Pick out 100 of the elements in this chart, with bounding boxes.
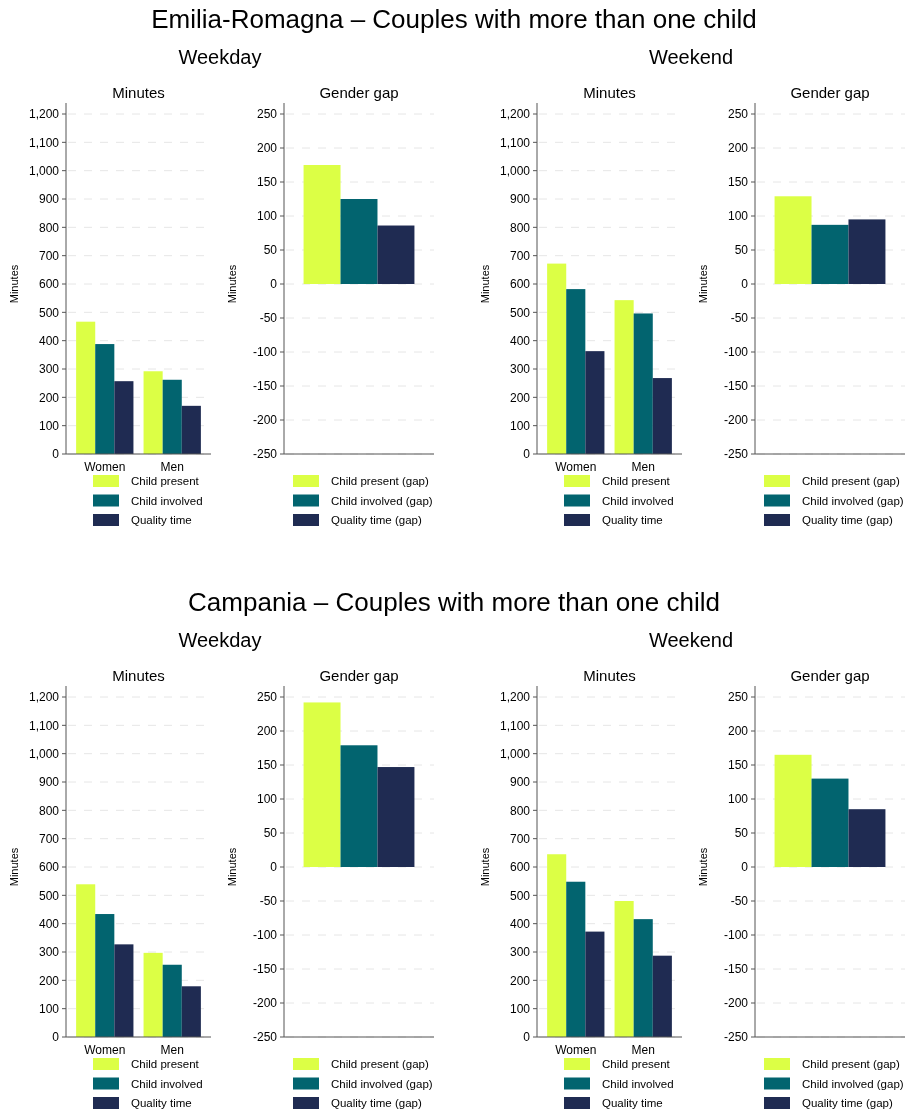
- chart-title: Minutes: [112, 84, 165, 101]
- x-tick-label: Women: [555, 460, 597, 474]
- chart-title: Gender gap: [319, 667, 399, 684]
- y-tick-label: 500: [38, 305, 60, 320]
- y-tick-label: -50: [259, 894, 278, 909]
- legend-label: Child present: [602, 1058, 671, 1071]
- chart-title: Minutes: [583, 667, 636, 684]
- bar: [547, 854, 567, 1037]
- y-tick-label: 50: [734, 826, 749, 841]
- bar: [95, 914, 115, 1037]
- x-tick-label: Men: [160, 460, 184, 474]
- y-tick-label: 0: [741, 277, 749, 292]
- y-tick-label: 0: [270, 277, 278, 292]
- chart-title: Gender gap: [790, 84, 870, 101]
- y-tick-label: 0: [523, 1030, 531, 1045]
- y-tick-label: 50: [263, 826, 278, 841]
- y-tick-label: -200: [723, 996, 749, 1011]
- x-tick-label: Women: [555, 1043, 597, 1057]
- y-tick-label: -250: [252, 447, 278, 462]
- y-tick-label: 600: [509, 860, 531, 875]
- y-axis-title: Minutes: [226, 847, 238, 887]
- y-tick-label: -50: [259, 311, 278, 326]
- y-tick-label: 400: [509, 916, 531, 931]
- legend-label: Quality time (gap): [802, 1097, 893, 1110]
- y-tick-label: 1,000: [28, 746, 60, 761]
- y-axis-title: Minutes: [479, 264, 491, 304]
- x-tick-label: Men: [631, 460, 655, 474]
- y-tick-label: 1,200: [28, 690, 60, 705]
- y-tick-label: 200: [38, 390, 60, 405]
- y-tick-label: 150: [727, 758, 749, 773]
- y-tick-label: -250: [252, 1030, 278, 1045]
- bar: [585, 351, 605, 454]
- y-tick-label: -150: [252, 962, 278, 977]
- bar: [848, 219, 886, 284]
- y-tick-label: 200: [38, 973, 60, 988]
- legend-label: Child involved: [131, 1077, 203, 1090]
- y-tick-label: 250: [256, 107, 278, 122]
- chart-title: Gender gap: [319, 84, 399, 101]
- text: Weekday: [178, 46, 262, 68]
- bar: [114, 944, 134, 1037]
- legend-label: Child present: [602, 475, 671, 488]
- y-tick-label: 0: [52, 447, 60, 462]
- y-tick-label: 0: [523, 447, 531, 462]
- y-tick-label: -200: [252, 996, 278, 1011]
- y-tick-label: 700: [38, 831, 60, 846]
- bar: [652, 955, 672, 1037]
- bar: [303, 702, 341, 867]
- y-tick-label: 200: [509, 973, 531, 988]
- y-tick-label: 100: [509, 1001, 531, 1016]
- y-tick-label: 1,000: [499, 163, 531, 178]
- legend-label: Quality time (gap): [331, 1097, 422, 1110]
- y-tick-label: 800: [509, 220, 531, 235]
- y-tick-label: 100: [38, 418, 60, 433]
- bar: [633, 919, 653, 1037]
- bar: [114, 381, 134, 454]
- y-tick-label: 250: [727, 107, 749, 122]
- legend-label: Child present: [131, 475, 200, 488]
- y-tick-label: -100: [252, 928, 278, 943]
- text: Weekend: [648, 629, 734, 651]
- legend-label: Quality time: [602, 514, 663, 527]
- y-tick-label: -50: [730, 894, 749, 909]
- y-tick-label: -250: [723, 1030, 749, 1045]
- y-tick-label: 1,000: [28, 163, 60, 178]
- text: Emilia-Romagna – Couples with more than one child: [151, 4, 757, 34]
- legend-label: Child involved (gap): [802, 1077, 904, 1090]
- y-tick-label: 800: [38, 803, 60, 818]
- y-tick-label: 400: [38, 916, 60, 931]
- bar: [143, 371, 163, 454]
- y-tick-label: -200: [252, 413, 278, 428]
- y-tick-label: 1,100: [28, 718, 60, 733]
- legend-label: Child involved: [602, 494, 674, 507]
- y-tick-label: 700: [509, 248, 531, 263]
- text: Weekday: [178, 629, 262, 651]
- y-tick-label: -100: [723, 928, 749, 943]
- y-tick-label: 1,100: [499, 718, 531, 733]
- bar: [614, 901, 634, 1037]
- bar: [76, 884, 96, 1037]
- bar: [143, 952, 163, 1037]
- y-tick-label: -250: [723, 447, 749, 462]
- y-tick-label: 200: [727, 141, 749, 156]
- text: Weekend: [648, 46, 734, 68]
- y-tick-label: 900: [509, 192, 531, 207]
- y-tick-label: 100: [727, 792, 749, 807]
- y-axis-title: Minutes: [479, 847, 491, 887]
- y-axis-title: Minutes: [226, 264, 238, 304]
- y-tick-label: 400: [38, 333, 60, 348]
- bar: [377, 767, 415, 867]
- y-tick-label: 1,200: [499, 690, 531, 705]
- bar: [340, 199, 378, 284]
- y-tick-label: 1,200: [499, 107, 531, 122]
- bar: [566, 881, 586, 1037]
- y-tick-label: 600: [509, 277, 531, 292]
- y-tick-label: 700: [38, 248, 60, 263]
- legend-label: Quality time (gap): [331, 514, 422, 527]
- y-tick-label: 300: [509, 362, 531, 377]
- y-tick-label: 500: [509, 305, 531, 320]
- y-tick-label: -50: [730, 311, 749, 326]
- legend-label: Child present (gap): [802, 1058, 900, 1071]
- y-axis-title: Minutes: [697, 847, 709, 887]
- bar: [95, 344, 115, 454]
